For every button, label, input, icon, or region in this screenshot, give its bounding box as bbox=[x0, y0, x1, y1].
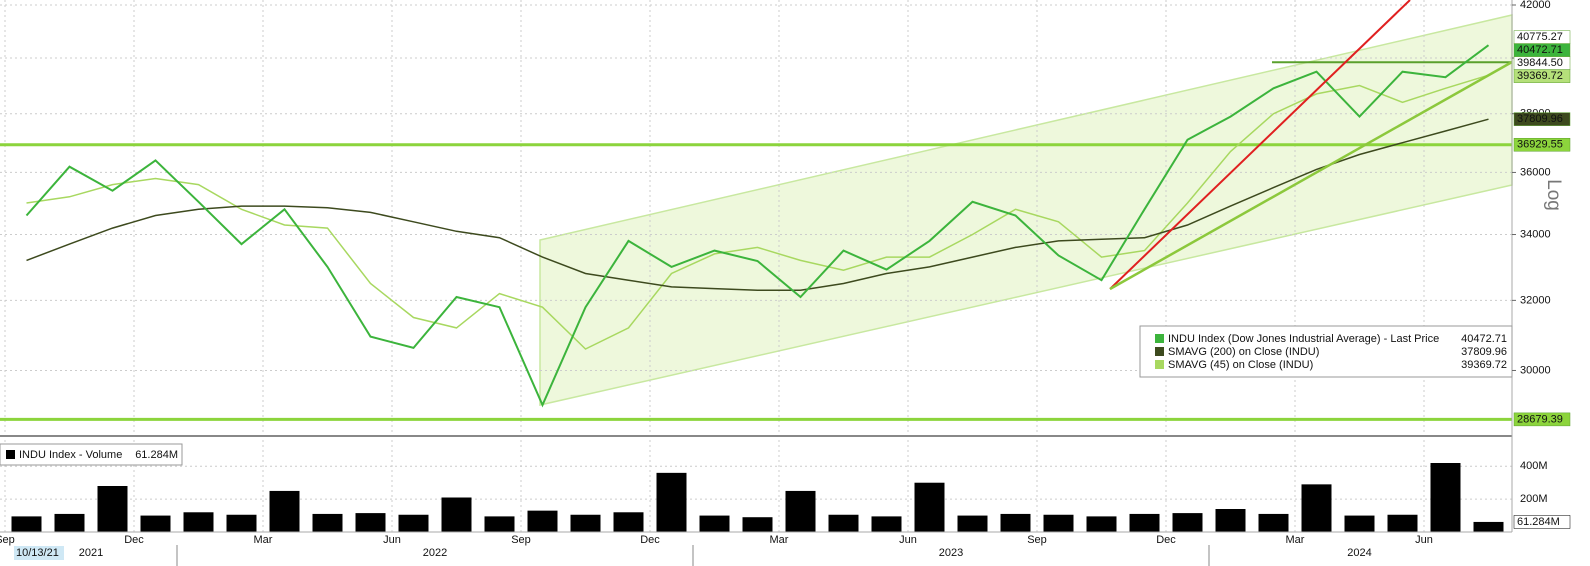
volume-bar bbox=[957, 515, 988, 532]
legend bbox=[1139, 325, 1513, 378]
volume-bar bbox=[1215, 509, 1246, 532]
value-box bbox=[1513, 412, 1571, 427]
volume-bar bbox=[269, 490, 300, 532]
x-tick-label: Jun bbox=[899, 534, 917, 546]
volume-bar bbox=[656, 472, 687, 532]
volume-bar bbox=[613, 512, 644, 532]
x-tick-label: Sep bbox=[511, 534, 531, 546]
volume-bar bbox=[97, 486, 128, 532]
value-box bbox=[1513, 137, 1571, 152]
volume-bar bbox=[398, 514, 429, 532]
x-year-label: 2023 bbox=[939, 547, 963, 559]
y-tick-label: 400M bbox=[1520, 460, 1548, 472]
price-line bbox=[26, 118, 1489, 291]
x-tick-label: Dec bbox=[640, 534, 660, 546]
price-line bbox=[25, 44, 1490, 408]
x-tick-label: Dec bbox=[1156, 534, 1176, 546]
y-tick-label: 30000 bbox=[1520, 364, 1551, 376]
volume-bar bbox=[1430, 463, 1461, 532]
value-box bbox=[1513, 69, 1571, 83]
legend-value: 37809.96 bbox=[1461, 346, 1507, 358]
volume-bar bbox=[355, 513, 386, 532]
cursor-date: 10/13/21 bbox=[16, 547, 59, 559]
volume-bar bbox=[140, 515, 171, 532]
value-label: 37809.96 bbox=[1517, 113, 1563, 125]
y-tick-label: 42000 bbox=[1520, 0, 1551, 11]
x-tick-label: Sep bbox=[0, 534, 15, 546]
volume-bar bbox=[785, 490, 816, 532]
volume-bar bbox=[312, 513, 343, 532]
volume-bar bbox=[1473, 521, 1504, 532]
x-tick-label: Mar bbox=[1286, 534, 1305, 546]
legend-value: 40472.71 bbox=[1461, 333, 1507, 345]
legend-swatch bbox=[1155, 347, 1164, 356]
value-label: 36929.55 bbox=[1517, 139, 1563, 151]
trend-lines bbox=[1109, 0, 1513, 291]
volume-bar bbox=[183, 512, 214, 532]
y-tick-label: 200M bbox=[1520, 493, 1548, 505]
volume-bar bbox=[1086, 516, 1117, 532]
volume-bar bbox=[54, 513, 85, 532]
volume-bar bbox=[1129, 513, 1160, 532]
volume-bar bbox=[1258, 513, 1289, 532]
volume-bar bbox=[1043, 514, 1074, 532]
x-tick-label: Mar bbox=[770, 534, 789, 546]
grid bbox=[0, 0, 1512, 532]
x-tick-label: Sep bbox=[1027, 534, 1047, 546]
x-year-label: 2021 bbox=[79, 547, 103, 559]
legend-value: 39369.72 bbox=[1461, 359, 1507, 371]
value-label: 40775.27 bbox=[1517, 31, 1563, 43]
value-label: 39369.72 bbox=[1517, 70, 1563, 82]
volume-bar bbox=[1000, 513, 1031, 532]
legend-box bbox=[1139, 325, 1513, 378]
x-year-label: 2024 bbox=[1347, 547, 1371, 559]
legend-swatch bbox=[6, 450, 15, 459]
x-year-label: 2022 bbox=[423, 547, 447, 559]
volume-bar bbox=[1172, 513, 1203, 532]
legend-swatch bbox=[1155, 334, 1164, 343]
legend-label: INDU Index (Dow Jones Industrial Average… bbox=[1168, 333, 1439, 345]
volume-bar bbox=[570, 514, 601, 532]
value-label: 61.284M bbox=[1517, 516, 1560, 528]
volume-bar bbox=[914, 482, 945, 532]
trend-line-red bbox=[1109, 0, 1411, 290]
volume-bar bbox=[699, 515, 730, 532]
volume-bar bbox=[871, 516, 902, 532]
x-tick-label: Jun bbox=[1415, 534, 1433, 546]
volume-legend-label: INDU Index - Volume bbox=[19, 449, 122, 461]
volume-bar bbox=[226, 514, 257, 532]
value-box bbox=[1513, 515, 1571, 529]
volume-legend-value: 61.284M bbox=[135, 449, 178, 461]
volume-legend-box bbox=[0, 443, 183, 466]
trend-line-green bbox=[1109, 60, 1513, 291]
value-label: 39844.50 bbox=[1517, 57, 1563, 69]
volume-bar bbox=[11, 516, 42, 532]
volume-bar bbox=[1344, 515, 1375, 532]
value-box bbox=[1513, 112, 1571, 126]
cursor-date-box bbox=[14, 546, 64, 560]
legend-label: SMAVG (45) on Close (INDU) bbox=[1168, 359, 1313, 371]
y-axis-label: Log bbox=[1543, 179, 1564, 211]
volume-bar bbox=[828, 514, 859, 532]
x-tick-label: Dec bbox=[124, 534, 144, 546]
y-tick-label: 36000 bbox=[1520, 166, 1551, 178]
volume-bar bbox=[484, 516, 515, 532]
y-tick-label: 32000 bbox=[1520, 294, 1551, 306]
value-label: 28679.39 bbox=[1517, 413, 1563, 425]
y-tick-label: 34000 bbox=[1520, 228, 1551, 240]
legend-label: SMAVG (200) on Close (INDU) bbox=[1168, 346, 1319, 358]
value-label: 40472.71 bbox=[1517, 44, 1563, 56]
x-tick-label: Mar bbox=[254, 534, 273, 546]
volume-bar bbox=[527, 510, 558, 532]
volume-bar bbox=[742, 517, 773, 532]
legend-swatch bbox=[1155, 360, 1164, 369]
volume-bar bbox=[1387, 514, 1418, 532]
volume-bar bbox=[441, 497, 472, 532]
x-tick-label: Jun bbox=[383, 534, 401, 546]
volume-bar bbox=[1301, 484, 1332, 532]
